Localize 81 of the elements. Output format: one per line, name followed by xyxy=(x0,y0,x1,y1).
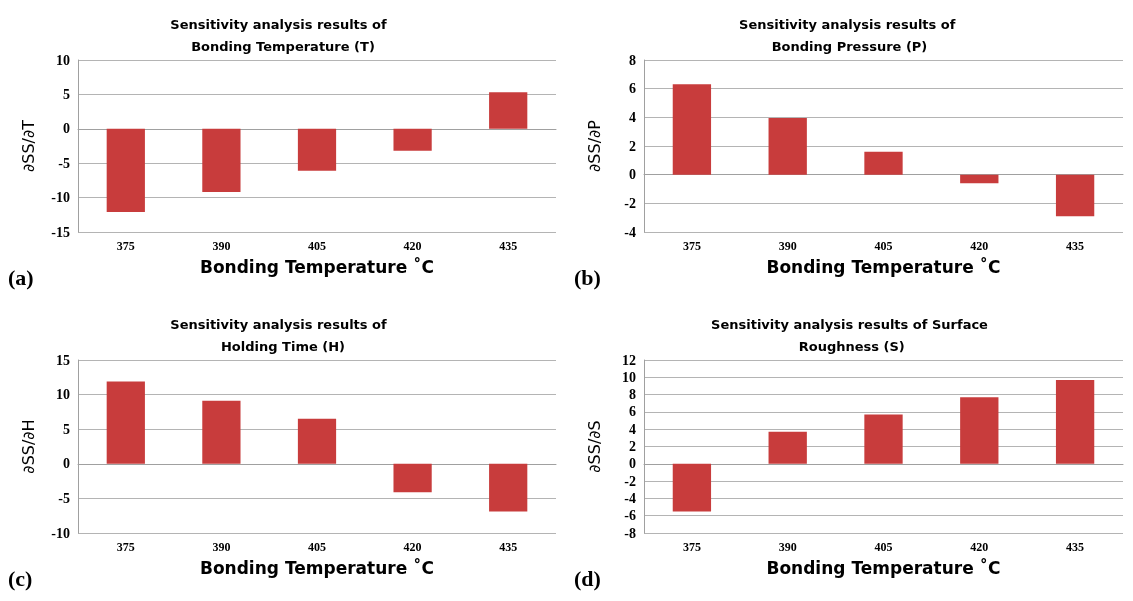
y-tick-label: 4 xyxy=(629,109,636,125)
y-tick-label: 6 xyxy=(629,81,636,97)
x-tick-label: 390 xyxy=(212,239,231,253)
y-tick-label: -2 xyxy=(624,195,636,211)
y-tick-label: 0 xyxy=(63,456,70,472)
text: (c) xyxy=(8,565,33,591)
y-axis-title: ∂SS/∂S xyxy=(584,420,604,473)
y-tick-label: 8 xyxy=(629,52,636,68)
y-tick-label: -8 xyxy=(624,525,636,541)
y-tick-label: 6 xyxy=(629,404,636,420)
bar xyxy=(489,463,528,512)
y-tick-label: 0 xyxy=(63,121,70,137)
x-axis-title: Bonding Temperature ˚C xyxy=(766,556,1001,578)
bar xyxy=(768,431,807,464)
x-tick-label: 435 xyxy=(1066,540,1085,554)
x-tick-label: 405 xyxy=(874,239,893,253)
y-tick-label: -10 xyxy=(51,525,70,541)
y-tick-label: -4 xyxy=(624,490,636,506)
y-tick-label: 10 xyxy=(622,369,636,385)
x-tick-label: 375 xyxy=(116,239,135,253)
y-tick-label: 15 xyxy=(56,352,70,368)
y-tick-label: -10 xyxy=(51,190,70,206)
x-axis-title: Bonding Temperature ˚C xyxy=(199,556,435,578)
x-tick-label: 435 xyxy=(499,239,518,253)
x-axis-title: Bonding Temperature ˚C xyxy=(199,255,435,277)
text: (d) xyxy=(574,565,601,591)
y-tick-label: 10 xyxy=(56,387,70,403)
y-tick-label: 12 xyxy=(622,352,636,368)
bar xyxy=(1055,379,1095,464)
y-tick-label: -4 xyxy=(624,224,636,240)
y-axis-title: ∂SS/∂T xyxy=(18,119,38,173)
x-tick-label: 435 xyxy=(499,540,518,554)
y-axis-title: ∂SS/∂H xyxy=(18,419,38,474)
bar xyxy=(297,418,337,464)
bar xyxy=(393,463,432,493)
bar xyxy=(960,397,999,464)
bar xyxy=(202,400,241,464)
bar xyxy=(864,151,903,175)
x-tick-label: 435 xyxy=(1066,239,1085,253)
bar xyxy=(672,84,712,175)
x-axis-title: Bonding Temperature ˚C xyxy=(766,255,1001,277)
text: (b) xyxy=(574,264,601,290)
bar xyxy=(106,381,145,464)
y-tick-label: 5 xyxy=(63,421,70,437)
y-axis-title: ∂SS/∂P xyxy=(584,119,604,172)
x-tick-label: 375 xyxy=(682,540,701,554)
y-tick-label: -6 xyxy=(624,508,636,524)
chart-title: Sensitivity analysis results of Holding Time (H) xyxy=(170,316,396,354)
bar xyxy=(864,414,903,464)
y-tick-label: 2 xyxy=(629,138,636,154)
x-tick-label: 420 xyxy=(970,239,989,253)
x-tick-label: 390 xyxy=(778,239,797,253)
bar xyxy=(768,118,807,175)
y-tick-label: 8 xyxy=(629,387,636,403)
x-tick-label: 390 xyxy=(212,540,231,554)
text: (a) xyxy=(8,264,34,290)
y-tick-label: 0 xyxy=(629,456,636,472)
y-tick-label: 0 xyxy=(629,167,636,183)
x-tick-label: 420 xyxy=(403,239,422,253)
bar xyxy=(672,463,712,512)
x-tick-label: 405 xyxy=(874,540,893,554)
y-tick-label: -15 xyxy=(51,224,70,240)
y-tick-label: 10 xyxy=(56,52,70,68)
bar xyxy=(1055,174,1095,217)
y-tick-label: -2 xyxy=(624,473,636,489)
x-tick-label: 405 xyxy=(308,540,326,554)
x-tick-label: 375 xyxy=(682,239,701,253)
x-tick-label: 390 xyxy=(778,540,797,554)
x-tick-label: 405 xyxy=(308,239,326,253)
chart-title: Sensitivity analysis results of Bonding Temperature (T) xyxy=(170,16,396,54)
y-tick-label: -5 xyxy=(58,155,70,171)
y-tick-label: 4 xyxy=(629,421,636,437)
y-tick-label: -5 xyxy=(58,490,70,506)
bar xyxy=(960,174,999,184)
chart-title: Sensitivity analysis results of Surface Roughness (S) xyxy=(711,316,989,354)
x-tick-label: 375 xyxy=(116,540,135,554)
x-tick-label: 420 xyxy=(970,540,989,554)
chart-title: Sensitivity analysis results of Bonding Pressure (P) xyxy=(739,16,960,54)
y-tick-label: 5 xyxy=(63,86,70,102)
y-tick-label: 2 xyxy=(629,439,636,454)
x-tick-label: 420 xyxy=(403,540,422,554)
